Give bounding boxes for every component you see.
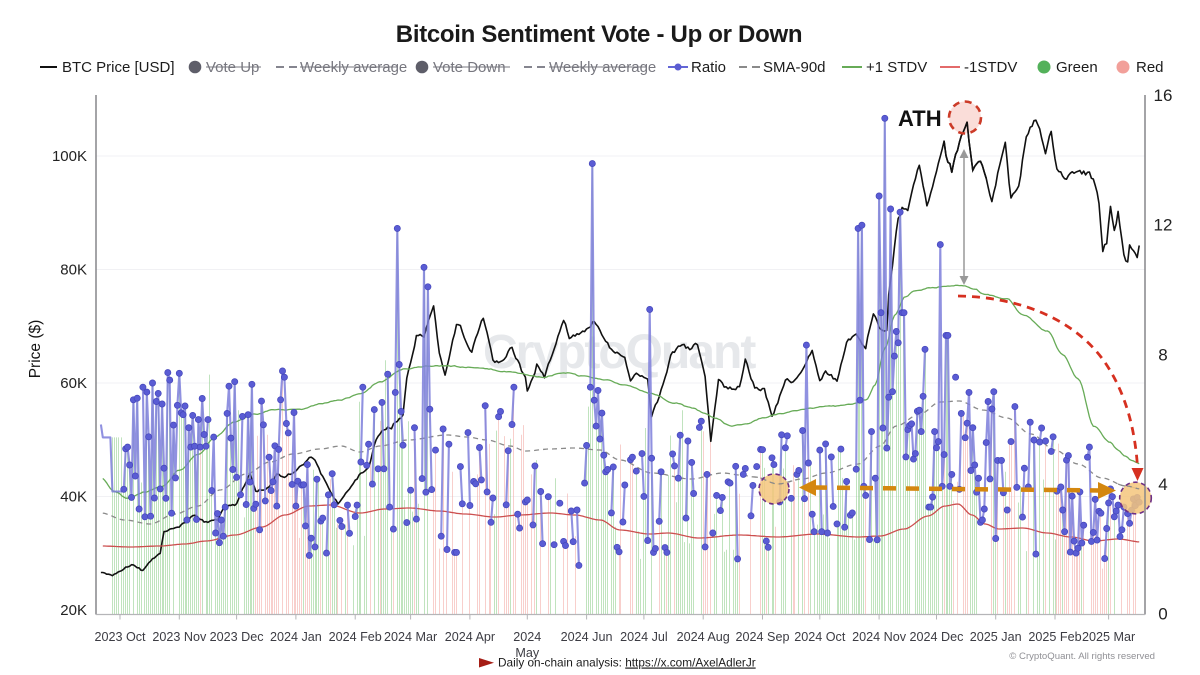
svg-text:2025 Mar: 2025 Mar: [1082, 630, 1135, 644]
svg-text:Ratio: Ratio: [691, 59, 726, 76]
svg-text:40K: 40K: [60, 489, 87, 506]
svg-text:SMA-90d: SMA-90d: [763, 59, 826, 76]
svg-text:2024 Apr: 2024 Apr: [445, 630, 495, 644]
svg-text:2024 Mar: 2024 Mar: [384, 630, 437, 644]
svg-text:+1 STDV: +1 STDV: [866, 59, 927, 76]
svg-text:Red: Red: [1136, 59, 1164, 76]
svg-text:80K: 80K: [60, 262, 87, 279]
svg-text:2024: 2024: [513, 630, 541, 644]
svg-text:2024 Oct: 2024 Oct: [794, 630, 846, 644]
svg-text:ATH: ATH: [898, 106, 942, 131]
svg-text:CryptoQuant: CryptoQuant: [483, 326, 756, 379]
svg-text:16: 16: [1154, 86, 1173, 105]
svg-text:20K: 20K: [60, 602, 87, 619]
svg-text:12: 12: [1154, 216, 1173, 235]
svg-text:2024 Nov: 2024 Nov: [852, 630, 907, 644]
svg-text:Green: Green: [1056, 59, 1098, 76]
svg-text:2023 Oct: 2023 Oct: [94, 630, 146, 644]
svg-text:Price ($): Price ($): [27, 320, 44, 379]
svg-text:2023 Dec: 2023 Dec: [210, 630, 264, 644]
svg-text:0: 0: [1158, 605, 1167, 624]
svg-text:2024 Sep: 2024 Sep: [736, 630, 790, 644]
svg-text:-1STDV: -1STDV: [964, 59, 1017, 76]
svg-text:2024 Aug: 2024 Aug: [677, 630, 730, 644]
svg-text:2024 Jan: 2024 Jan: [270, 630, 322, 644]
svg-text:60K: 60K: [60, 375, 87, 392]
svg-text:2025 Jan: 2025 Jan: [970, 630, 1022, 644]
svg-text:Daily on-chain analysis: https: Daily on-chain analysis: https://x.com/A…: [498, 656, 756, 670]
svg-text:2024 Jun: 2024 Jun: [561, 630, 613, 644]
svg-text:2024 Jul: 2024 Jul: [620, 630, 668, 644]
svg-text:2024 Dec: 2024 Dec: [910, 630, 964, 644]
svg-text:2023 Nov: 2023 Nov: [152, 630, 207, 644]
svg-text:4: 4: [1158, 475, 1167, 494]
svg-text:8: 8: [1158, 345, 1167, 364]
svg-text:BTC Price [USD]: BTC Price [USD]: [62, 59, 175, 76]
svg-text:100K: 100K: [52, 148, 87, 165]
svg-text:May: May: [515, 646, 539, 660]
svg-text:Bitcoin Sentiment Vote - Up or: Bitcoin Sentiment Vote - Up or Down: [396, 21, 802, 48]
svg-text:© CryptoQuant. All rights rese: © CryptoQuant. All rights reserved: [1009, 651, 1155, 662]
svg-text:2024 Feb: 2024 Feb: [329, 630, 382, 644]
svg-text:2025 Feb: 2025 Feb: [1028, 630, 1081, 644]
